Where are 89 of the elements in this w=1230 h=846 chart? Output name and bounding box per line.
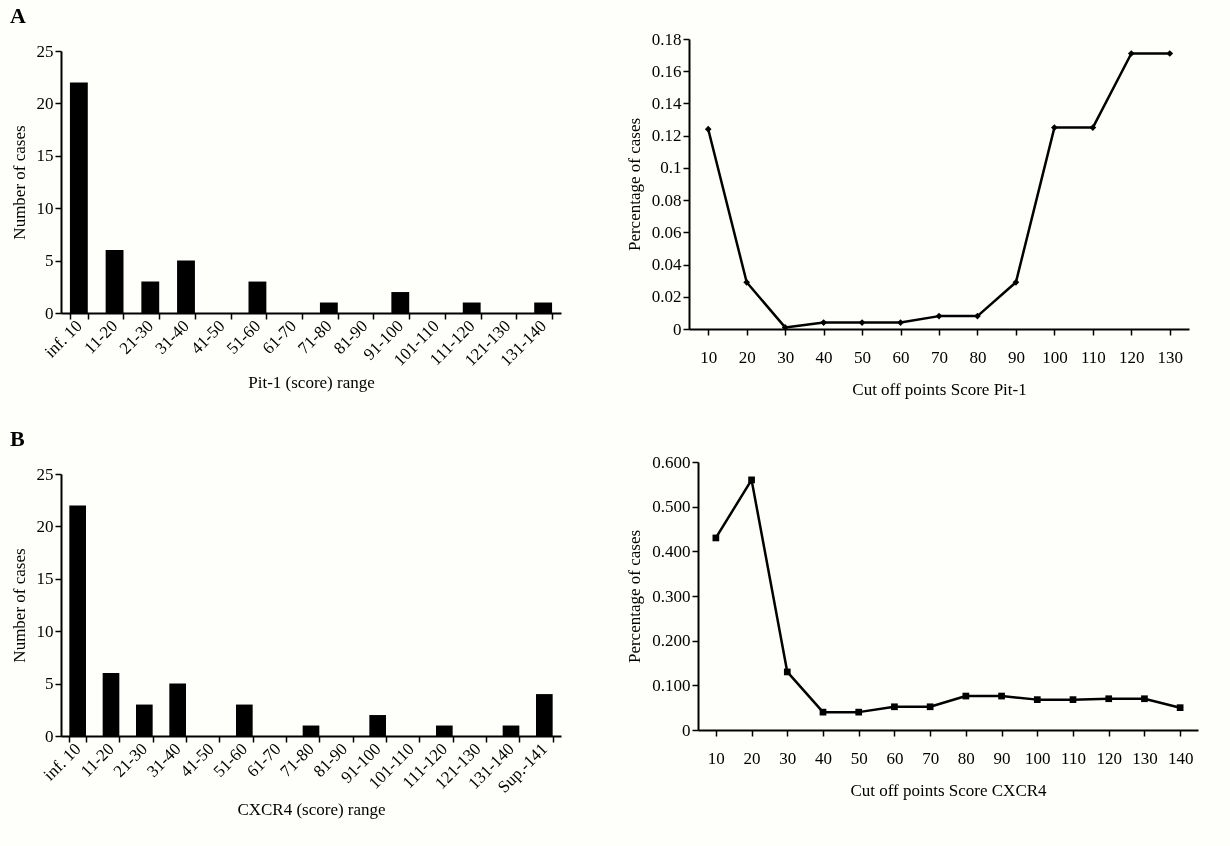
x-tick-label: 110: [1080, 347, 1106, 367]
x-axis-title: Cut off points Score Pit-1: [852, 379, 1027, 399]
y-tick-label: 20: [36, 516, 54, 536]
point: [1176, 704, 1184, 712]
point: [1033, 696, 1041, 703]
x-tick-label: 20: [743, 748, 761, 768]
point: [820, 319, 827, 326]
point: [1089, 124, 1097, 131]
y-tick-label: 10: [36, 621, 54, 641]
x-tick-label: 70: [922, 748, 940, 768]
x-tick-label: 110: [1061, 748, 1086, 768]
point: [998, 692, 1005, 700]
y-tick-label: 0.14: [651, 93, 682, 113]
y-tick-label: 0.600: [652, 452, 691, 472]
point: [1105, 695, 1113, 703]
y-tick-label: 0.300: [652, 586, 691, 606]
y-tick-label: 0.06: [651, 222, 682, 242]
point: [926, 703, 934, 711]
x-tick-label: 130: [1132, 748, 1158, 768]
x-tick-label: 120: [1119, 347, 1145, 367]
y-tick-label: 0: [682, 720, 691, 740]
point: [974, 312, 981, 320]
x-tick-label: 100: [1025, 748, 1051, 768]
x-tick-label: 30: [779, 748, 797, 768]
y-tick-label: 10: [36, 198, 54, 218]
x-tick-label: 50: [854, 347, 872, 367]
y-tick-label: 5: [45, 674, 54, 694]
y-tick-label: 0.18: [651, 29, 682, 49]
y-tick-label: 25: [36, 41, 54, 61]
y-axis-title: Percentage of cases: [624, 117, 644, 252]
x-tick-label: 20: [738, 347, 756, 367]
point: [783, 668, 791, 676]
y-tick-label: 25: [36, 464, 54, 484]
x-tick-label: 60: [886, 748, 904, 768]
x-tick-label: 30: [777, 347, 795, 367]
y-tick-label: 0.500: [652, 497, 691, 517]
x-tick-label: 100: [1042, 347, 1068, 367]
x-tick-label: 40: [815, 347, 833, 367]
x-tick-label: 40: [815, 748, 832, 768]
x-tick-label: 10: [700, 347, 718, 367]
point: [935, 312, 943, 320]
y-axis-title: Number of cases: [9, 125, 29, 240]
y-tick-label: 15: [36, 569, 54, 589]
x-tick-label: 140: [1167, 748, 1194, 768]
y-tick-label: 5: [45, 251, 54, 271]
y-tick-label: 0: [45, 726, 54, 746]
y-axis-title: Number of cases: [9, 548, 29, 663]
point: [891, 703, 898, 711]
y-tick-label: 0.02: [651, 287, 682, 307]
x-axis-title: Cut off points Score CXCR4: [850, 780, 1048, 800]
chart-title: A: [10, 3, 26, 28]
y-tick-label: 0.1: [660, 158, 682, 178]
x-tick-label: 90: [1007, 347, 1025, 367]
y-tick-label: 0: [673, 319, 682, 339]
point: [781, 324, 789, 331]
y-tick-label: 0.200: [652, 631, 691, 651]
x-tick-label: 80: [969, 347, 987, 367]
y-tick-label: 0.16: [651, 61, 682, 81]
point: [1069, 696, 1077, 703]
point: [897, 319, 904, 326]
y-tick-label: 15: [36, 146, 54, 166]
point: [1166, 50, 1174, 57]
point: [1012, 278, 1020, 286]
x-axis-title: Pit-1 (score) range: [248, 373, 375, 393]
x-tick-label: 90: [993, 748, 1011, 768]
y-tick-label: 0.100: [652, 675, 691, 695]
point: [1051, 124, 1058, 131]
x-tick-label: 70: [931, 347, 948, 367]
x-tick-label: 10: [707, 748, 725, 768]
point: [855, 708, 863, 716]
point: [743, 278, 751, 286]
x-axis-title: CXCR4 (score) range: [237, 799, 386, 819]
x-tick-label: 60: [892, 347, 910, 367]
x-tick-label: 80: [957, 748, 975, 768]
y-tick-label: 0.08: [651, 190, 682, 210]
y-tick-label: 0.400: [652, 541, 691, 561]
point: [1141, 695, 1148, 703]
y-tick-label: 20: [36, 93, 54, 113]
point: [1127, 50, 1135, 57]
point: [748, 476, 755, 484]
chart-title: B: [10, 426, 25, 451]
y-tick-label: 0.04: [651, 255, 682, 275]
x-tick-label: 120: [1096, 748, 1122, 768]
x-tick-label: 130: [1157, 347, 1184, 367]
y-tick-label: 0: [45, 303, 54, 323]
y-tick-label: 0.12: [651, 126, 682, 146]
y-axis-title: Percentage of cases: [625, 529, 645, 664]
point: [704, 125, 712, 133]
x-tick-label: 50: [850, 748, 868, 768]
